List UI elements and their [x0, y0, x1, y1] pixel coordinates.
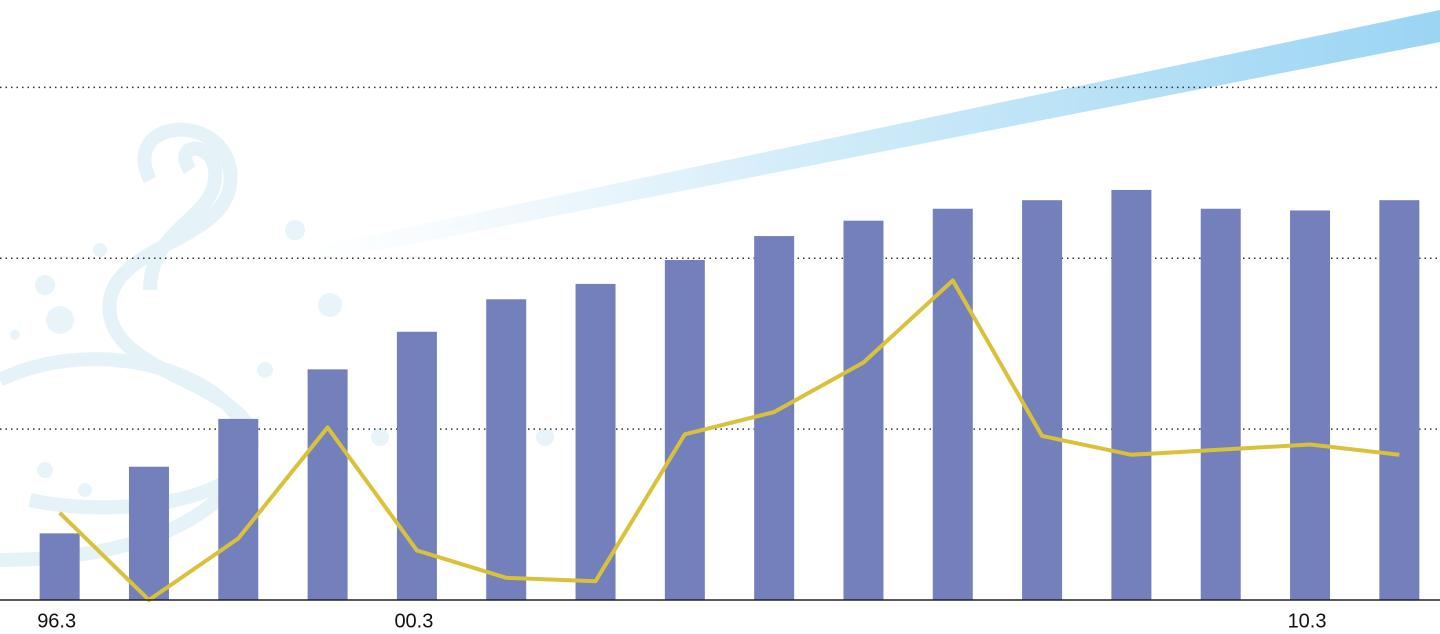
bar [1290, 210, 1331, 600]
bar [754, 236, 795, 600]
x-tick-label: 00.3 [394, 610, 433, 632]
bar [1111, 189, 1152, 600]
bar [575, 283, 616, 600]
bar [128, 466, 169, 600]
bar [1022, 200, 1063, 601]
line [58, 278, 1400, 602]
x-tick-label: 96.3 [37, 610, 76, 632]
bar [932, 208, 973, 601]
bar [39, 533, 80, 600]
x-tick-label: 10.3 [1288, 610, 1327, 632]
bar [307, 369, 348, 600]
bar [218, 418, 259, 600]
bar [1200, 208, 1241, 601]
plot-area [0, 86, 1440, 602]
bar [396, 331, 437, 600]
bar [486, 299, 527, 600]
bar [1379, 200, 1420, 601]
bar [843, 220, 884, 600]
